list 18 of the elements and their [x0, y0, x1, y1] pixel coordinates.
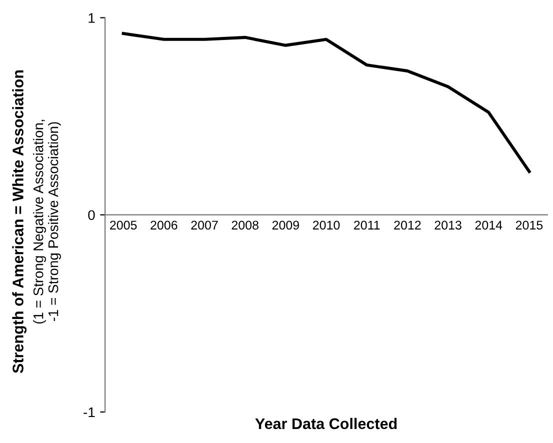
x-axis-title: Year Data Collected [255, 418, 397, 430]
y-axis-title: Strength of American = White Association [12, 70, 27, 374]
y-tick-label: 0 [88, 210, 95, 220]
x-tick-label: 2014 [475, 220, 502, 230]
x-tick-label: 2008 [232, 220, 258, 230]
x-tick-label: 2010 [312, 220, 340, 230]
y-tick-label: -1 [84, 407, 95, 418]
x-tick-label: 2012 [394, 220, 421, 230]
y-tick-label: 1 [88, 13, 95, 23]
x-tick-label: 2011 [354, 220, 380, 230]
x-tick-label: 2007 [191, 220, 218, 230]
x-tick-label: 2015 [516, 220, 543, 230]
x-tick-label: 2006 [150, 220, 178, 230]
x-tick-label: 2013 [434, 220, 462, 230]
x-tick-label: 2005 [110, 220, 137, 230]
text: (1 = Strong Negative Association, -1 = Strong Positive Association) [33, 120, 61, 324]
line-series [122, 32, 531, 174]
x-tick-label: 2009 [272, 220, 299, 230]
